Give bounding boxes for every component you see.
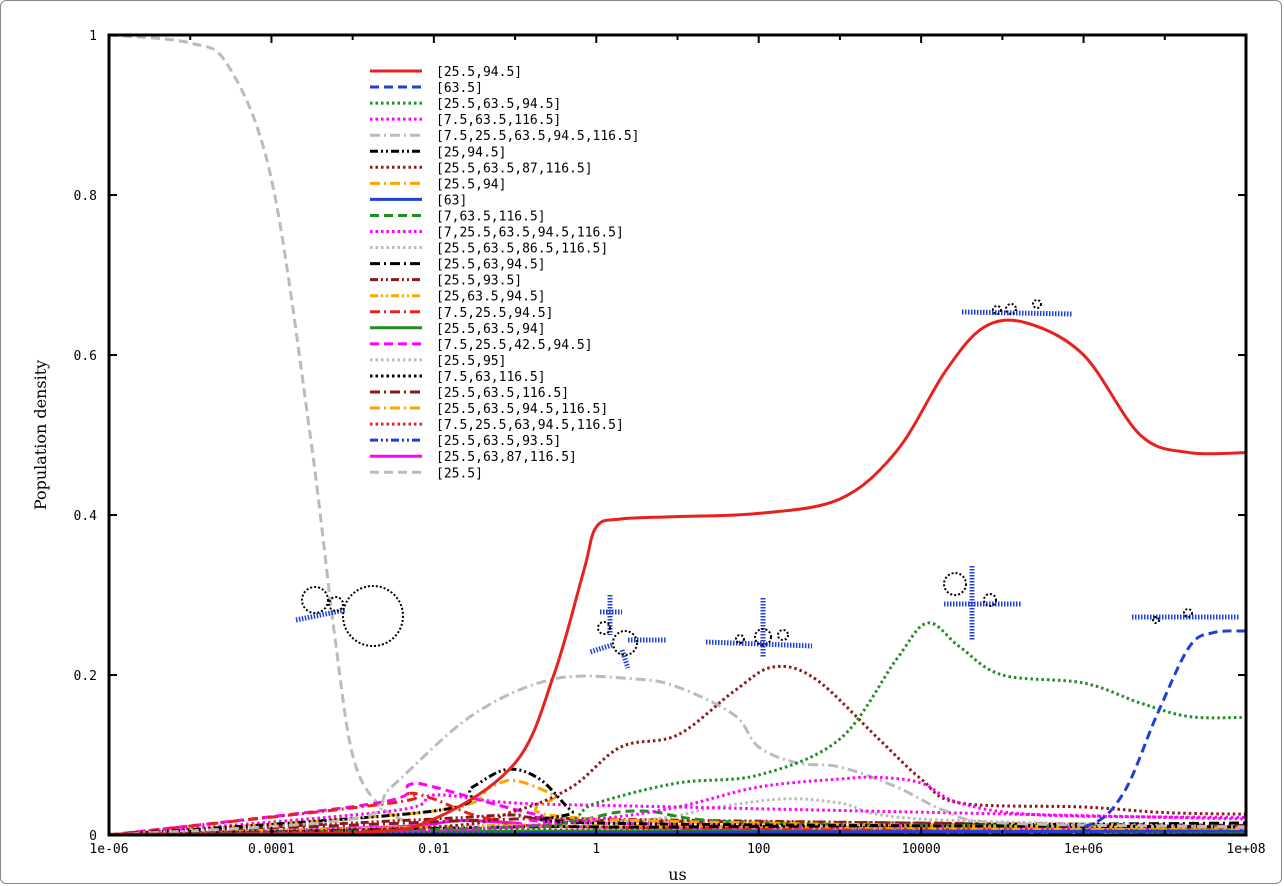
series-line — [108, 33, 1247, 835]
legend-entry-label: [7,63.5,116.5] — [436, 209, 546, 224]
legend-entry-label: [25.5,63.5,116.5] — [436, 386, 569, 401]
legend-entry-label: [7.5,25.5,94.5] — [436, 306, 553, 321]
series-line — [108, 797, 1247, 837]
legend-entry-label: [7,25.5,63.5,94.5,116.5] — [436, 226, 624, 241]
legend-entry-label: [25.5,63.5,93.5] — [436, 434, 561, 449]
rna-structure-diagram — [943, 566, 1022, 640]
y-tick-label: 0 — [89, 829, 97, 844]
legend-entry-label: [25,63.5,94.5] — [436, 290, 546, 305]
x-tick-label: 1 — [592, 842, 600, 857]
legend-entry-label: [7.5,25.5,63,94.5,116.5] — [436, 418, 624, 433]
x-tick-label: 10000 — [902, 842, 941, 857]
series-line — [108, 674, 1247, 837]
series-line — [108, 813, 1247, 837]
series-line — [108, 767, 1247, 837]
rna-structure-diagrams — [295, 299, 1240, 669]
axes: 1e-06 0.0001 0.01 1 100 10000 1e+06 1e+08 0 0.2 0.… — [31, 29, 1266, 884]
x-tick-label: 100 — [747, 842, 770, 857]
legend-entry-label: [25.5,93.5] — [436, 274, 522, 289]
series-line — [108, 793, 1247, 837]
legend-entry-label: [63.5] — [436, 81, 483, 96]
legend-entry-label: [25.5,95] — [436, 354, 506, 369]
legend: [25.5,94.5][63.5][25.5,63.5,94.5][7.5,63… — [370, 65, 640, 481]
series-line — [108, 629, 1247, 837]
legend-entry-label: [25.5,63.5,94.5,116.5] — [436, 402, 608, 417]
series-line — [108, 664, 1247, 837]
rna-structure-diagram — [961, 299, 1073, 317]
x-tick-label: 0.01 — [418, 842, 449, 857]
x-tick-label: 1e+08 — [1226, 842, 1265, 857]
legend-entry-label: [25.5,63.5,86.5,116.5] — [436, 242, 608, 257]
legend-entry-label: [25.5,63,87,116.5] — [436, 450, 577, 465]
series-line — [108, 318, 1247, 836]
x-tick-label: 1e+06 — [1064, 842, 1103, 857]
x-tick-label: 0.0001 — [248, 842, 295, 857]
series-line — [108, 818, 1247, 837]
legend-entry-label: [7.5,25.5,63.5,94.5,116.5] — [436, 129, 640, 144]
legend-entry-label: [25.5,63,94.5] — [436, 258, 546, 273]
rna-structure-diagram — [705, 598, 813, 658]
y-axis-label: Population density — [31, 360, 50, 510]
legend-entry-label: [25.5,63.5,87,116.5] — [436, 161, 593, 176]
legend-entry-label: [25.5,94] — [436, 177, 506, 192]
x-axis-label: us — [668, 865, 687, 884]
legend-entry-label: [7.5,25.5,42.5,94.5] — [436, 338, 593, 353]
legend-entry-label: [25.5,63.5,94.5] — [436, 97, 561, 112]
rna-structure-diagram — [1132, 608, 1240, 624]
y-tick-label: 0.8 — [74, 189, 97, 204]
y-tick-label: 0.2 — [74, 669, 97, 684]
series-line — [108, 816, 1247, 837]
series-line — [108, 791, 1247, 837]
plot-frame — [107, 33, 1248, 837]
legend-entry-label: [25,94.5] — [436, 145, 506, 160]
y-tick-label: 1 — [89, 29, 97, 44]
legend-entry-label: [7.5,63.5,116.5] — [436, 113, 561, 128]
legend-entry-label: [25.5,94.5] — [436, 65, 522, 80]
legend-entry-label: [25.5] — [436, 466, 483, 481]
series-line — [108, 621, 1247, 837]
rna-structure-diagram — [589, 595, 666, 669]
series-lines — [108, 33, 1247, 837]
legend-entry-label: [7.5,63,116.5] — [436, 370, 546, 385]
legend-entry-label: [63] — [436, 193, 467, 208]
rna-structure-diagram — [295, 585, 404, 647]
y-tick-label: 0.6 — [74, 349, 97, 364]
y-tick-label: 0.4 — [74, 509, 98, 524]
legend-entry-label: [25.5,63.5,94] — [436, 322, 546, 337]
x-tick-label: 1e-06 — [89, 842, 128, 857]
